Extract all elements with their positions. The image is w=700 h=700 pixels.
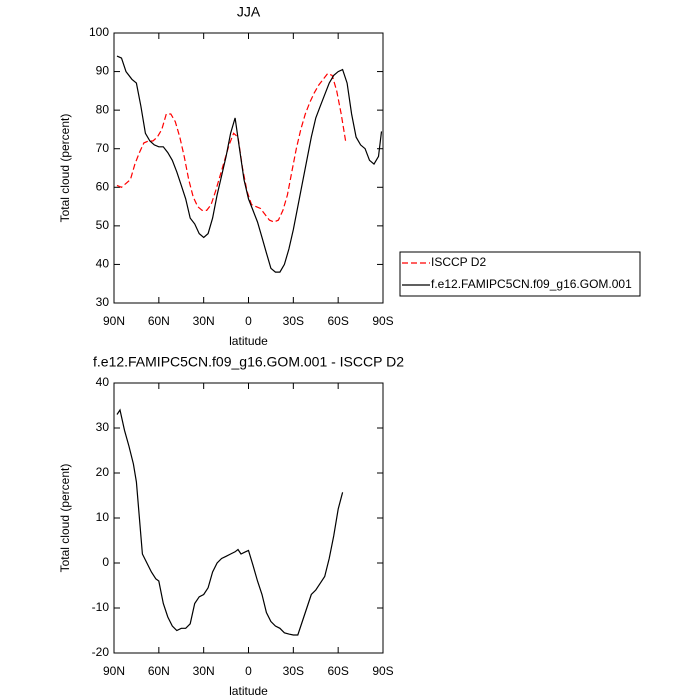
y-tick-label: 20: [96, 465, 110, 479]
y-tick-label: 30: [96, 295, 110, 309]
y-tick-label: 0: [102, 555, 109, 569]
x-tick-label: 60N: [148, 314, 170, 328]
plot-frame: [113, 32, 384, 304]
y-tick-label: 10: [96, 510, 110, 524]
y-axis-label: Total cloud (percent): [58, 114, 72, 223]
x-tick-label: 30S: [283, 314, 304, 328]
x-tick-label: 90N: [103, 314, 125, 328]
x-tick-label: 0: [245, 664, 252, 678]
data-line: [116, 72, 347, 223]
plot-frame: [113, 382, 384, 654]
y-axis-label: Total cloud (percent): [58, 464, 72, 573]
x-tick-label: 90S: [372, 314, 393, 328]
y-tick-label: 70: [96, 141, 110, 155]
x-axis-label: latitude: [229, 684, 268, 698]
x-axis-label: latitude: [229, 334, 268, 348]
x-tick-label: 90N: [103, 664, 125, 678]
x-tick-label: 60S: [327, 314, 348, 328]
y-tick-label: -20: [92, 645, 110, 659]
y-tick-label: 100: [89, 25, 109, 39]
x-tick-label: 30S: [283, 664, 304, 678]
y-tick-label: 80: [96, 102, 110, 116]
legend-label: ISCCP D2: [431, 255, 486, 269]
data-line: [116, 408, 344, 636]
y-tick-label: -10: [92, 600, 110, 614]
x-tick-label: 30N: [193, 664, 215, 678]
legend-box: [399, 251, 641, 297]
y-tick-label: 40: [96, 375, 110, 389]
chart-title: f.e12.FAMIPC5CN.f09_g16.GOM.001 - ISCCP …: [93, 354, 404, 370]
x-tick-label: 60N: [148, 664, 170, 678]
chart-title: JJA: [237, 4, 261, 20]
legend-label: f.e12.FAMIPC5CN.f09_g16.GOM.001: [431, 277, 632, 291]
x-tick-label: 0: [245, 314, 252, 328]
y-tick-label: 60: [96, 179, 110, 193]
y-tick-label: 30: [96, 420, 110, 434]
x-tick-label: 60S: [327, 664, 348, 678]
data-line: [116, 55, 383, 273]
y-tick-label: 50: [96, 218, 110, 232]
x-tick-label: 90S: [372, 664, 393, 678]
x-tick-label: 30N: [193, 314, 215, 328]
y-tick-label: 40: [96, 257, 110, 271]
y-tick-label: 90: [96, 64, 110, 78]
